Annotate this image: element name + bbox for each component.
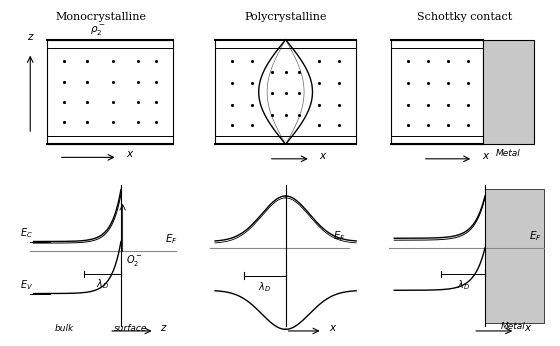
Text: $\lambda_D$: $\lambda_D$: [96, 277, 109, 291]
Text: $\rho_2^-$: $\rho_2^-$: [90, 24, 105, 37]
Bar: [391, 40, 483, 144]
Text: $\lambda_D$: $\lambda_D$: [456, 279, 470, 292]
Bar: [47, 40, 173, 144]
Text: surface: surface: [114, 324, 148, 333]
Text: $E_C$: $E_C$: [20, 226, 33, 240]
Text: $O_2^-$: $O_2^-$: [126, 253, 143, 268]
Text: z: z: [27, 31, 33, 42]
Text: bulk: bulk: [54, 324, 73, 333]
Text: Schottky contact: Schottky contact: [417, 12, 512, 22]
Bar: [485, 190, 544, 323]
Text: x: x: [330, 323, 335, 333]
Text: Polycrystalline: Polycrystalline: [244, 12, 327, 22]
Text: $E_F$: $E_F$: [165, 233, 178, 246]
Bar: [483, 40, 534, 144]
Text: x: x: [127, 149, 132, 160]
Text: $E_F$: $E_F$: [529, 229, 542, 243]
Text: $E_F$: $E_F$: [333, 229, 346, 243]
Text: Metal: Metal: [496, 149, 521, 158]
Text: x: x: [482, 151, 488, 161]
Text: Metal: Metal: [501, 322, 526, 331]
Text: z: z: [160, 323, 166, 333]
Text: Monocrystalline: Monocrystalline: [55, 12, 146, 22]
Text: $E_V$: $E_V$: [20, 278, 34, 292]
Text: x: x: [320, 151, 325, 161]
Text: x: x: [524, 323, 530, 333]
Text: $\lambda_D$: $\lambda_D$: [258, 280, 271, 294]
